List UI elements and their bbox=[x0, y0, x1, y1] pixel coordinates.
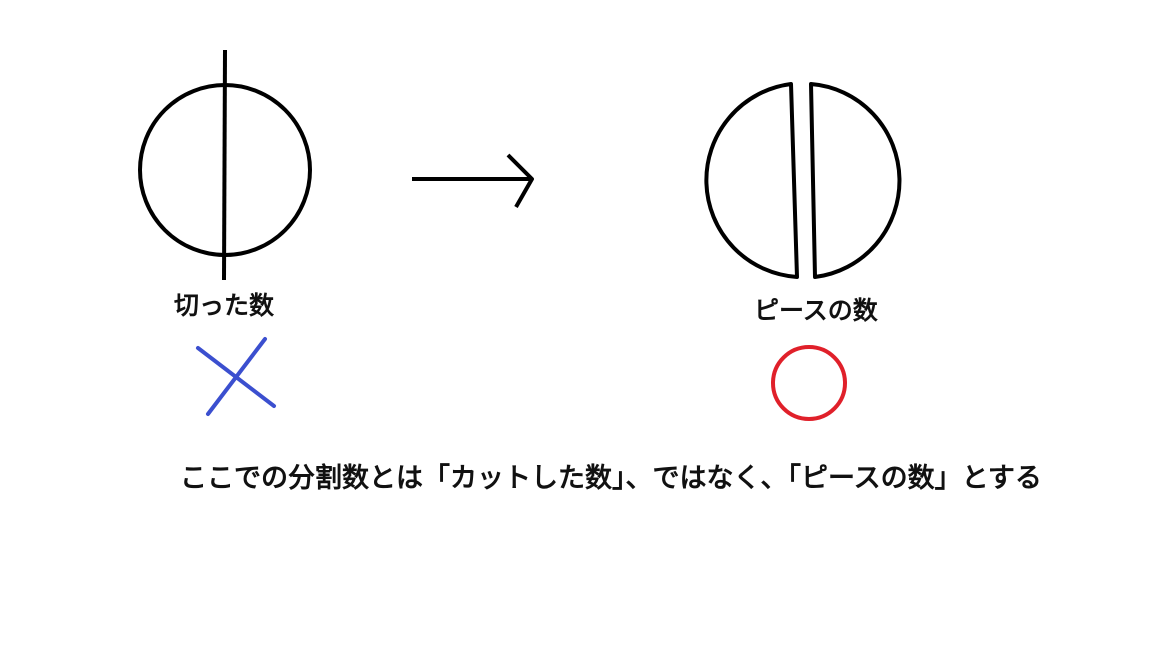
cut-line bbox=[222, 49, 227, 281]
cut-circle-diagram bbox=[138, 49, 312, 281]
piece-count-label: ピースの数 bbox=[754, 296, 878, 325]
pieces-diagram bbox=[704, 82, 902, 279]
arrow-icon bbox=[412, 153, 534, 208]
caption-text: ここでの分割数とは「カットした数」、ではなく、「ピースの数」とする bbox=[180, 463, 1042, 494]
cut-count-label: 切った数 bbox=[174, 291, 275, 320]
left-piece bbox=[704, 82, 799, 279]
cross-mark-icon bbox=[196, 337, 276, 416]
right-piece bbox=[809, 82, 902, 279]
circle-mark-icon bbox=[771, 345, 847, 421]
